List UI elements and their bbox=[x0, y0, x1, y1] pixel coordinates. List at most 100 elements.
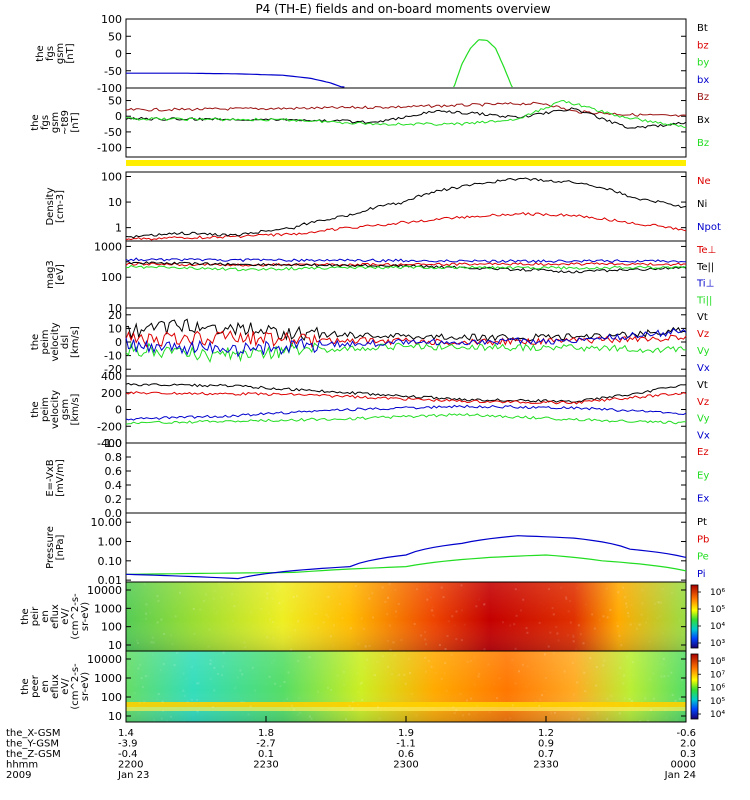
legend-Ti⊥: Ti⊥ bbox=[696, 279, 714, 290]
x-tick-label: 2330 bbox=[533, 760, 558, 771]
heatmap-noise bbox=[290, 583, 293, 586]
y-axis-label-line: (cm^2-s- bbox=[70, 663, 81, 710]
heatmap-noise bbox=[387, 639, 389, 642]
heatmap-noise bbox=[282, 600, 285, 603]
heatmap-noise bbox=[224, 662, 226, 664]
panel-9: 10⁶ 10⁵ 10⁴ 10³ 10000 1000 100 10 the peir en eflux… bbox=[20, 581, 725, 652]
heatmap-noise bbox=[584, 690, 587, 693]
heatmap-noise bbox=[552, 613, 555, 616]
y-tick-label: -200 bbox=[97, 420, 122, 433]
heatmap-noise bbox=[538, 704, 541, 707]
heatmap-noise bbox=[446, 635, 449, 637]
panel-frame bbox=[125, 512, 687, 583]
y-tick-label: -400 bbox=[97, 437, 122, 450]
x-tick-label: 1.4 bbox=[118, 728, 134, 739]
heatmap-noise bbox=[387, 596, 389, 599]
heatmap-noise bbox=[447, 620, 450, 623]
heatmap-noise bbox=[241, 673, 244, 676]
heatmap-noise bbox=[381, 586, 384, 589]
heatmap-noise bbox=[356, 672, 359, 675]
heatmap-noise bbox=[279, 608, 282, 611]
colorbar-label: 10⁶ bbox=[710, 588, 725, 598]
y-tick-label: -10 bbox=[104, 350, 122, 363]
heatmap-noise bbox=[451, 615, 454, 618]
heatmap-noise bbox=[183, 719, 186, 722]
heatmap-noise bbox=[415, 588, 418, 591]
heatmap-noise bbox=[432, 614, 435, 617]
heatmap-noise bbox=[440, 586, 443, 589]
heatmap-noise bbox=[299, 585, 301, 587]
y-axis-label-line: (cm^2-s- bbox=[70, 593, 81, 640]
x-tick-label: -0.4 bbox=[118, 749, 138, 760]
heatmap-noise bbox=[251, 666, 254, 669]
series-line-Vt bbox=[125, 382, 687, 403]
heatmap-noise bbox=[338, 602, 341, 605]
heatmap-noise bbox=[144, 675, 147, 678]
heatmap-noise bbox=[141, 618, 143, 620]
heatmap-noise bbox=[137, 712, 140, 715]
heatmap-noise bbox=[549, 711, 552, 714]
heatmap-noise bbox=[380, 719, 382, 721]
heatmap-noise bbox=[348, 704, 351, 707]
heatmap-noise bbox=[244, 646, 247, 649]
heatmap-noise bbox=[409, 671, 412, 674]
heatmap-noise bbox=[211, 706, 214, 708]
heatmap-noise bbox=[361, 626, 363, 628]
legend-bz: bz bbox=[697, 40, 709, 51]
heatmap-noise bbox=[443, 672, 446, 675]
heatmap-noise bbox=[193, 632, 196, 635]
heatmap-noise bbox=[392, 641, 395, 644]
y-tick-label: 10 bbox=[108, 302, 122, 315]
heatmap-noise bbox=[171, 616, 173, 618]
heatmap-noise bbox=[279, 685, 282, 688]
heatmap-noise bbox=[242, 701, 245, 703]
heatmap-noise bbox=[136, 639, 139, 642]
heatmap-noise bbox=[424, 631, 426, 634]
heatmap-noise bbox=[513, 697, 515, 699]
heatmap-noise bbox=[546, 642, 548, 644]
heatmap-noise bbox=[507, 652, 509, 654]
heatmap-noise bbox=[277, 582, 280, 585]
y-tick-label: 0 bbox=[115, 336, 122, 349]
heatmap-noise bbox=[147, 674, 150, 677]
y-axis-label-line: sr-eV) bbox=[80, 602, 91, 631]
heatmap-noise bbox=[332, 644, 335, 647]
heatmap-noise bbox=[539, 698, 542, 701]
heatmap-noise bbox=[332, 624, 335, 627]
heatmap-noise bbox=[152, 641, 155, 644]
data-availability-bar bbox=[126, 160, 686, 166]
heatmap-noise bbox=[667, 666, 669, 668]
heatmap-noise bbox=[266, 592, 269, 595]
heatmap-noise bbox=[292, 596, 295, 598]
y-axis-label-line: [km/s] bbox=[70, 393, 81, 425]
legend-Bz: Bz bbox=[697, 92, 709, 103]
heatmap-noise bbox=[154, 607, 156, 609]
heatmap-noise bbox=[470, 697, 473, 700]
heatmap-noise bbox=[402, 651, 405, 654]
heatmap-noise bbox=[148, 672, 150, 674]
series-line-Vx bbox=[125, 328, 687, 358]
heatmap-noise bbox=[287, 671, 290, 674]
heatmap-noise bbox=[622, 584, 624, 586]
panel-3: 100 10 1 Density [cm-3] Ne Ni Npot bbox=[45, 171, 721, 242]
panel-8: 10.00 1.00 0.10 0.01 Pressure [nPa] Pt Pb Pe Pi bbox=[45, 512, 709, 587]
heatmap-noise bbox=[270, 661, 273, 664]
series-line-Ti|| bbox=[125, 264, 687, 272]
series-line-Bz bbox=[125, 101, 687, 118]
heatmap-band bbox=[126, 702, 686, 707]
heatmap-noise bbox=[197, 682, 200, 685]
heatmap-noise bbox=[606, 697, 609, 700]
heatmap-noise bbox=[145, 612, 148, 615]
heatmap-noise bbox=[217, 673, 219, 675]
heatmap-noise bbox=[670, 671, 673, 674]
heatmap-noise bbox=[156, 595, 159, 598]
heatmap-noise bbox=[425, 643, 428, 646]
y-tick-label: 50 bbox=[108, 95, 122, 108]
heatmap-noise bbox=[572, 640, 575, 643]
heatmap-noise bbox=[459, 692, 462, 695]
y-axis-label-line: velocity bbox=[50, 390, 61, 429]
heatmap-noise bbox=[351, 707, 354, 710]
heatmap-noise bbox=[595, 666, 598, 669]
panel-4: 1000 100 10 mag3 [eV] Te⊥ Te|| Ti⊥ Ti|| bbox=[45, 240, 716, 315]
x-tick-label: -2.7 bbox=[256, 739, 276, 750]
